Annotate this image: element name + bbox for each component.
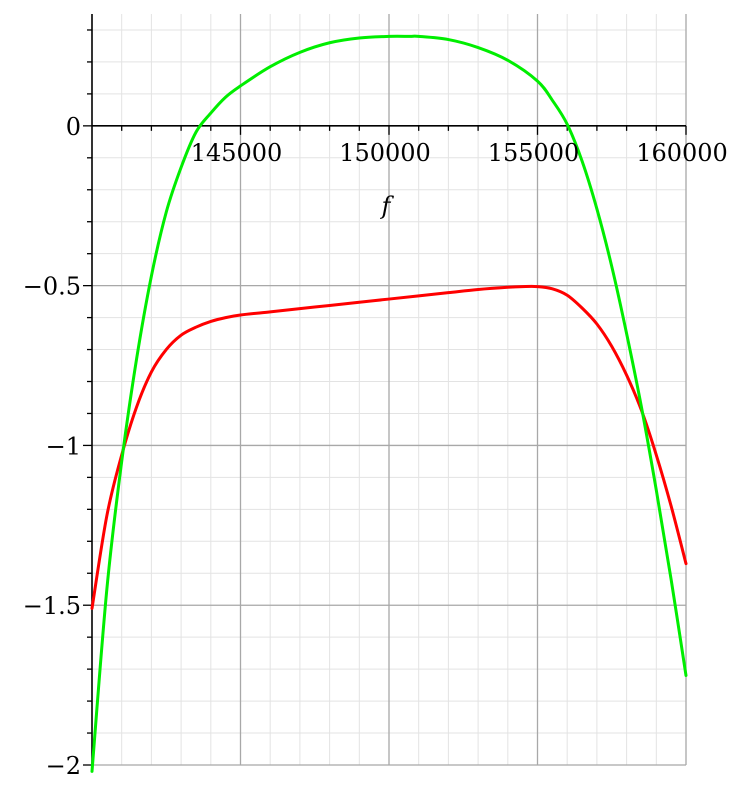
y-tick-label: −1 — [46, 432, 81, 460]
series-line-1 — [90, 284, 688, 610]
x-tick-label: 145000 — [191, 139, 283, 167]
y-tick-label: −1.5 — [23, 592, 81, 620]
series-line-2 — [90, 34, 688, 773]
x-tick-label: 155000 — [488, 139, 580, 167]
major-grid — [92, 14, 687, 766]
y-tick-label: −0.5 — [23, 273, 81, 301]
series-layer — [90, 34, 688, 773]
x-axis-title: f — [380, 192, 395, 220]
axis-labels: 145000 150000 155000 160000 0 −0.5 −1 −1.5 −2 — [23, 113, 728, 780]
x-tick-label: 160000 — [636, 139, 728, 167]
y-tick-label: 0 — [66, 113, 81, 141]
y-tick-label: −2 — [46, 752, 81, 780]
x-tick-label: 150000 — [339, 139, 431, 167]
